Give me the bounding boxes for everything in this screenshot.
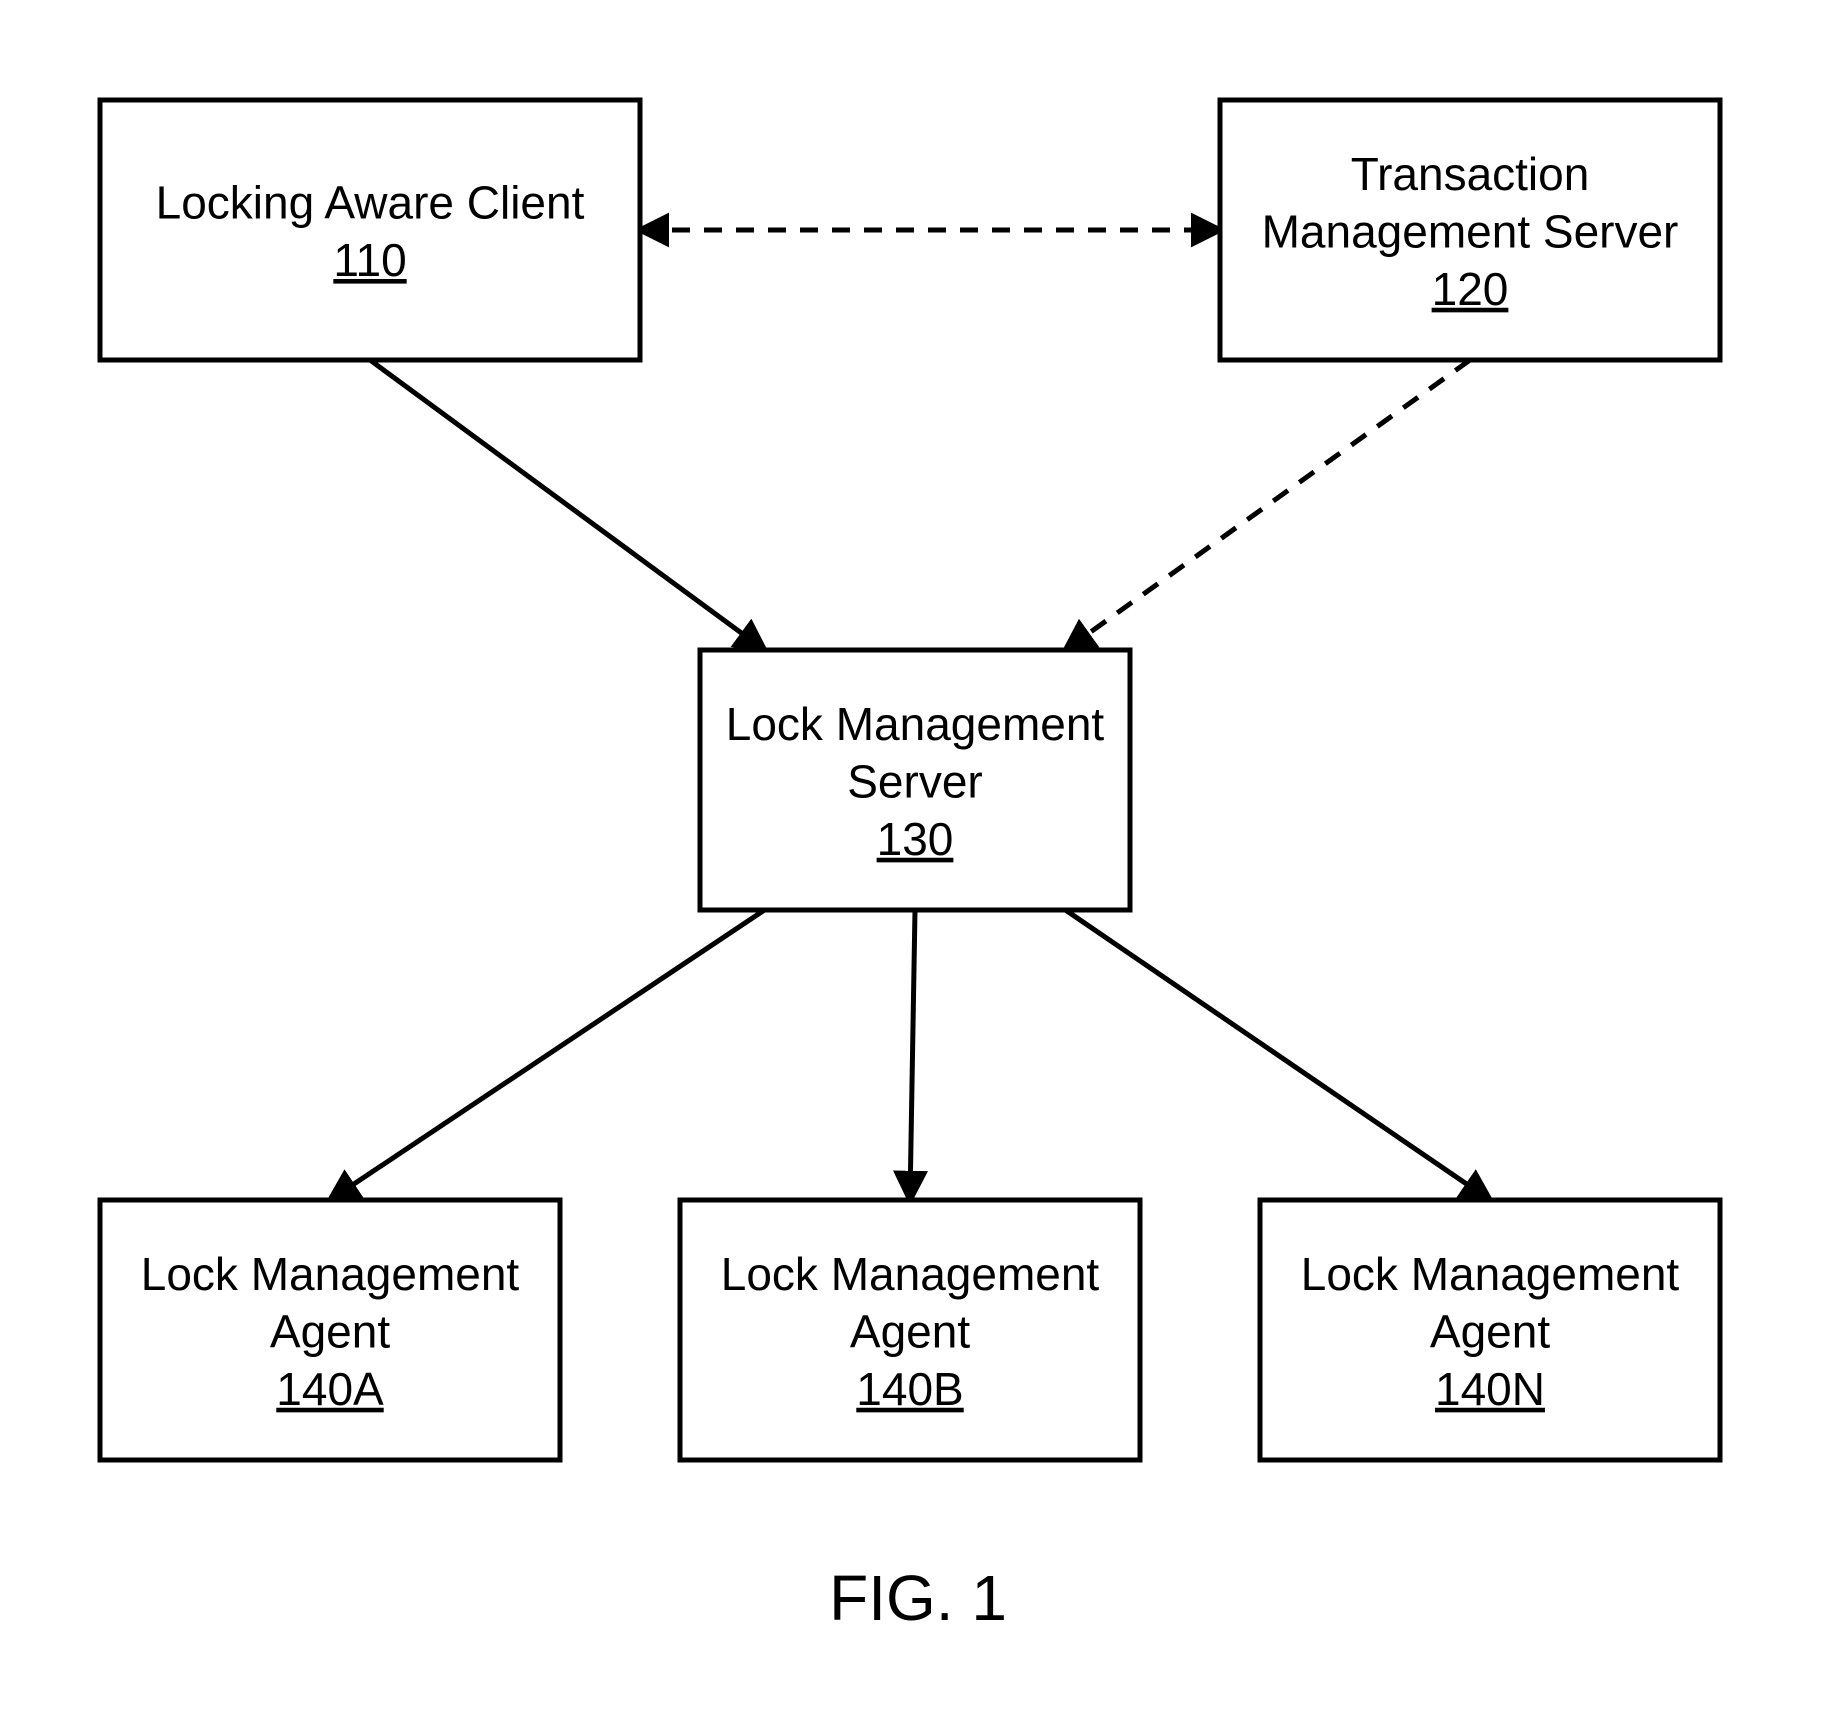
- node-agentB-label-0: Lock Management: [721, 1248, 1100, 1300]
- node-agentA-label-0: Lock Management: [141, 1248, 520, 1300]
- node-tms: TransactionManagement Server 120: [1220, 100, 1720, 360]
- node-agentN-ref: 140N: [1435, 1363, 1545, 1415]
- figure-caption: FIG. 1: [829, 1562, 1007, 1634]
- node-tms-label-0: Transaction: [1351, 148, 1590, 200]
- node-agentB: Lock ManagementAgent 140B: [680, 1200, 1140, 1460]
- node-tms-label-1: Management Server: [1262, 205, 1679, 257]
- node-tms-ref: 120: [1432, 263, 1509, 315]
- edge-lms-agentB: [910, 910, 915, 1200]
- node-client-label-0: Locking Aware Client: [156, 177, 585, 229]
- node-agentB-ref: 140B: [856, 1363, 963, 1415]
- edge-lms-agentN: [1066, 910, 1491, 1200]
- node-agentA-ref: 140A: [276, 1363, 384, 1415]
- edge-client-lms: [370, 360, 765, 650]
- node-client-ref: 110: [333, 234, 406, 286]
- node-lms-label-0: Lock Management: [726, 698, 1105, 750]
- edge-tms-lms: [1066, 360, 1471, 650]
- node-lms-ref: 130: [877, 813, 954, 865]
- node-agentB-label-1: Agent: [850, 1305, 970, 1357]
- node-agentA-label-1: Agent: [270, 1305, 390, 1357]
- edge-lms-agentA: [330, 910, 765, 1200]
- node-agentN-label-0: Lock Management: [1301, 1248, 1680, 1300]
- node-lms: Lock ManagementServer 130: [700, 650, 1130, 910]
- nodes: Locking Aware Client110 TransactionManage…: [100, 100, 1720, 1460]
- node-agentA: Lock ManagementAgent 140A: [100, 1200, 560, 1460]
- node-agentN: Lock ManagementAgent 140N: [1260, 1200, 1720, 1460]
- node-agentN-label-1: Agent: [1430, 1305, 1550, 1357]
- node-client: Locking Aware Client110: [100, 100, 640, 360]
- node-lms-label-1: Server: [847, 755, 982, 807]
